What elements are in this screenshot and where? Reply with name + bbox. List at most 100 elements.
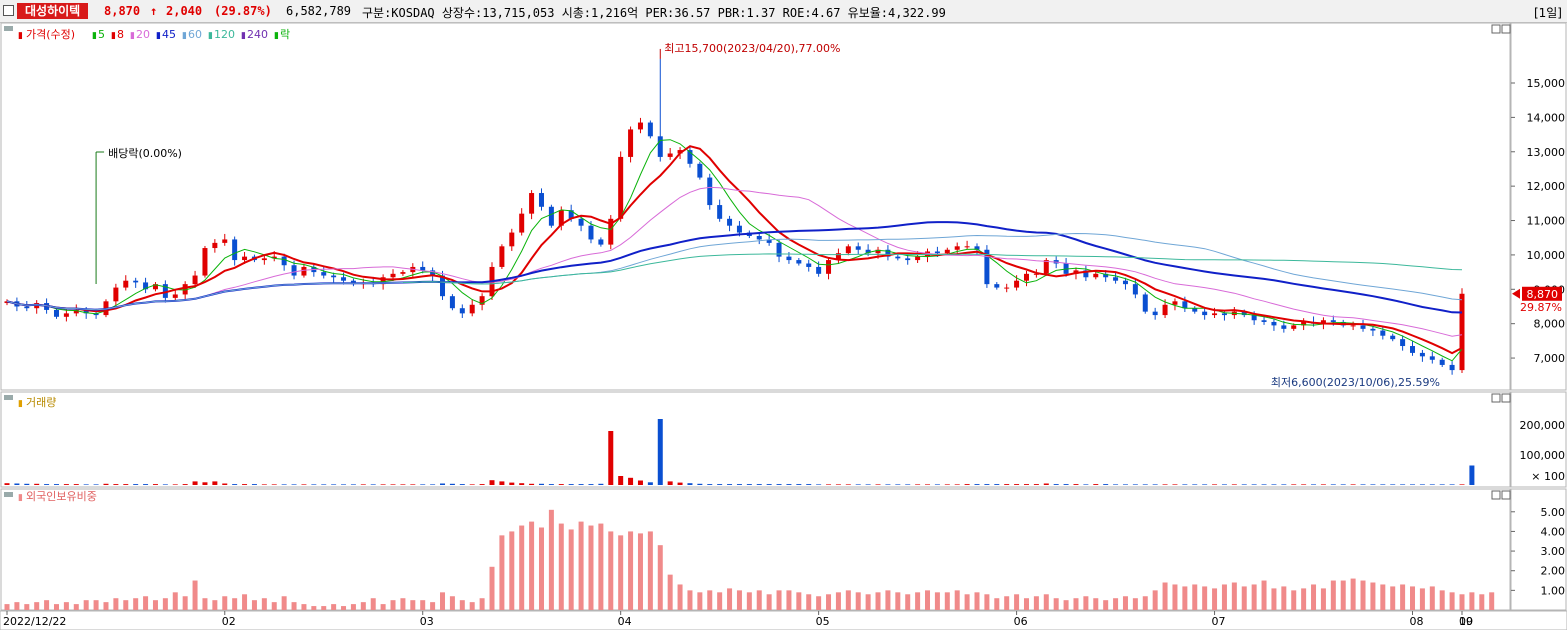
volume-bar xyxy=(816,484,822,485)
volume-bar xyxy=(1103,484,1109,485)
volume-bar xyxy=(608,431,614,485)
foreign-bar xyxy=(430,602,436,610)
foreign-bar xyxy=(1043,594,1049,610)
candle-body xyxy=(123,280,129,288)
candle-body xyxy=(63,313,69,317)
axis-frame xyxy=(1510,488,1567,611)
foreign-bar xyxy=(311,606,317,610)
period-selector[interactable]: [1일] xyxy=(1533,6,1562,20)
candle-body xyxy=(1221,313,1227,316)
volume-bar xyxy=(1271,484,1277,485)
foreign-bar xyxy=(1469,592,1475,610)
volume-bar xyxy=(24,483,30,485)
volume-bar xyxy=(875,484,881,485)
volume-bar xyxy=(251,484,257,485)
foreign-bar xyxy=(1053,598,1059,610)
foreign-bar xyxy=(242,594,248,610)
foreign-bar xyxy=(143,596,149,610)
volume-bar xyxy=(410,484,416,485)
stock-name[interactable]: 대성하이텍 xyxy=(17,3,89,19)
candle-body xyxy=(538,193,544,207)
foreign-bar xyxy=(281,596,287,610)
volume-bar xyxy=(63,484,69,485)
volume-bar xyxy=(93,484,99,485)
candle-body xyxy=(24,306,30,309)
volume-bar xyxy=(984,484,990,485)
candle-body xyxy=(459,308,465,314)
candle-body xyxy=(717,205,723,219)
foreign-bar xyxy=(1251,584,1257,610)
foreign-bar xyxy=(103,602,109,610)
foreign-bar xyxy=(637,533,643,610)
foreign-bar xyxy=(1350,578,1356,610)
foreign-bar xyxy=(1479,594,1485,610)
last-price-pointer xyxy=(1512,288,1520,299)
legend-ma-label: 20 xyxy=(136,28,150,41)
stock-chart: ▮ 가격(수정) ▮ 5 ▮ 8 ▮ 20 ▮ 45 ▮ 60 ▮ 120 ▮ 240 ▮ 락▮ 거래량▮ 외국인보유… xyxy=(0,22,1567,630)
legend-marker: ▮ xyxy=(241,31,246,41)
volume-bar xyxy=(1192,484,1198,485)
x-tick-label: 05 xyxy=(816,615,830,628)
volume-bar xyxy=(1122,484,1128,485)
volume-bar xyxy=(806,484,812,485)
legend-marker: ▮ xyxy=(111,31,116,41)
candle-body xyxy=(479,296,485,305)
candle-body xyxy=(1419,352,1425,357)
volume-bar xyxy=(34,483,40,485)
candle-body xyxy=(1033,273,1039,275)
ma-line-120 xyxy=(402,253,1463,285)
volume-bar xyxy=(529,483,535,485)
candle-body xyxy=(390,273,396,278)
volume-bar xyxy=(321,484,327,485)
volume-bar xyxy=(1073,484,1079,485)
volume-bar xyxy=(1083,484,1089,485)
foreign-bar xyxy=(885,590,891,610)
candle-body xyxy=(1291,325,1297,329)
foreign-bar xyxy=(647,531,653,610)
candle-body xyxy=(1014,280,1020,288)
candle-body xyxy=(261,258,267,261)
legend-marker: ▮ xyxy=(156,31,161,41)
candle-body xyxy=(1449,364,1455,371)
x-tick-label: 09 xyxy=(1459,615,1473,628)
volume-bar xyxy=(707,484,713,485)
legend-ma-label: 60 xyxy=(188,28,202,41)
candle-body xyxy=(677,150,683,154)
foreign-bar xyxy=(1380,584,1386,610)
foreign-bar xyxy=(420,600,426,610)
foreign-bar xyxy=(1142,596,1148,610)
volume-bar xyxy=(430,484,436,485)
candle-body xyxy=(865,249,871,254)
x-tick-label: 07 xyxy=(1212,615,1226,628)
volume-bar xyxy=(449,483,455,485)
foreign-bar xyxy=(806,594,812,610)
volume-bar xyxy=(905,484,911,485)
volume-bar xyxy=(1400,484,1406,485)
foreign-bar xyxy=(855,592,861,610)
candle-body xyxy=(430,270,436,276)
candle-body xyxy=(242,256,248,261)
foreign-bar xyxy=(261,598,267,610)
candle-body xyxy=(826,260,832,274)
candle-body xyxy=(1429,356,1435,360)
panel-frame xyxy=(0,391,1511,488)
volume-bar xyxy=(1162,484,1168,485)
change-percent: (29.87%) xyxy=(214,4,272,18)
volume-bar xyxy=(113,484,119,485)
checkbox[interactable] xyxy=(3,5,14,16)
candle-body xyxy=(93,313,99,316)
volume-bar xyxy=(162,484,168,485)
volume-bar xyxy=(1023,484,1029,485)
candle-body xyxy=(637,122,643,130)
volume-bar xyxy=(53,484,59,485)
candle-body xyxy=(1261,320,1267,322)
foreign-bar xyxy=(1429,586,1435,610)
ma-line-60 xyxy=(6,232,1463,311)
volume-bar xyxy=(1142,484,1148,485)
foreign-bar xyxy=(826,594,832,610)
panel-minimize-icon xyxy=(1491,393,1501,403)
legend-ma-label: 8 xyxy=(117,28,124,41)
y-tick-label: 14,000 xyxy=(1527,111,1566,124)
ma-line-8 xyxy=(6,145,1463,355)
candle-body xyxy=(509,232,515,247)
